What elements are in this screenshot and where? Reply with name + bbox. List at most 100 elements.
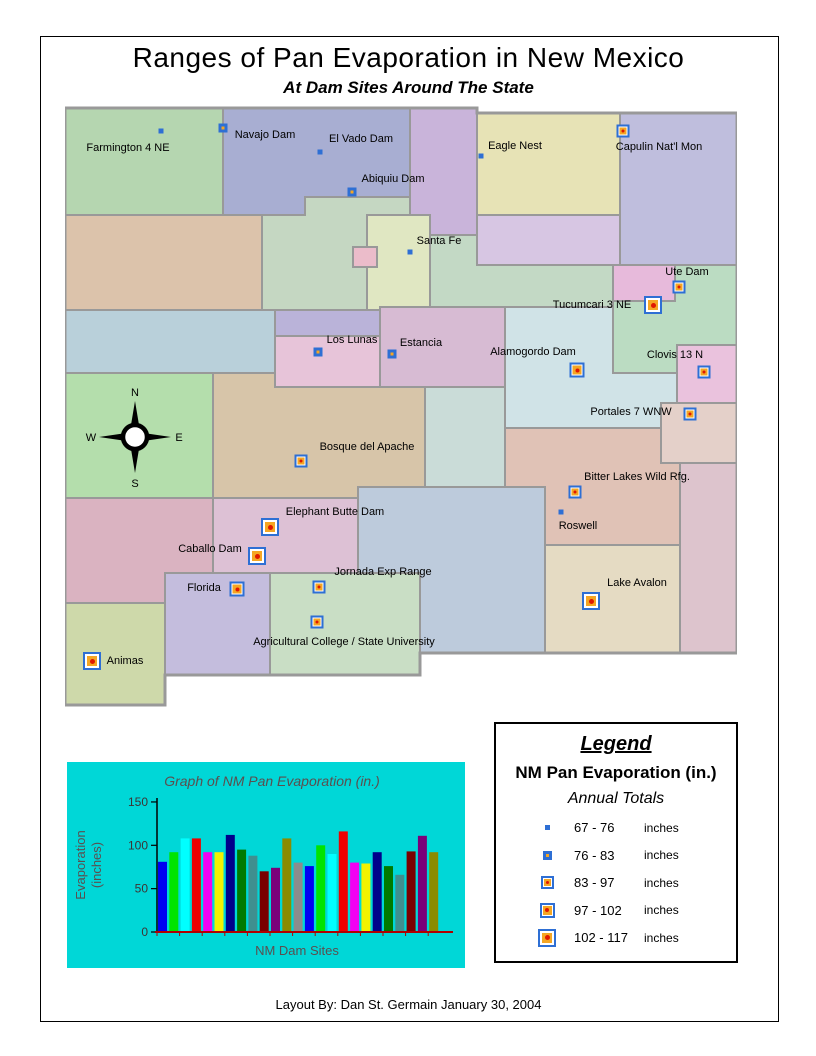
county-hidalgo	[65, 602, 166, 706]
dam-site-label: Alamogordo Dam	[490, 346, 576, 358]
chart-ylabel-line2: (inches)	[89, 842, 104, 888]
legend-row: 83 - 97 inches	[496, 869, 736, 897]
dam-site-marker	[248, 547, 266, 565]
dam-site-label: Navajo Dam	[234, 129, 296, 141]
legend-unit-label: inches	[644, 820, 679, 835]
dam-site-marker	[218, 123, 228, 133]
chart-bar	[395, 874, 405, 932]
dam-site-marker	[697, 365, 711, 379]
chart-xlabel: NM Dam Sites	[255, 943, 339, 958]
chart-bar	[214, 852, 224, 932]
legend-title: Legend	[580, 733, 652, 755]
legend-range-label: 97 - 102	[574, 902, 622, 918]
county-cibola	[65, 309, 276, 374]
chart-bar	[293, 862, 303, 932]
legend-range-label: 83 - 97	[574, 875, 615, 891]
chart-bar	[248, 855, 258, 932]
county-mckinley	[65, 214, 263, 311]
dam-site-label: Tucumcari 3 NE	[552, 299, 632, 311]
county-regions	[65, 107, 737, 706]
legend-unit-label: inches	[644, 903, 679, 918]
dam-site-marker	[582, 592, 600, 610]
compass-north-needle	[131, 401, 139, 425]
chart-bar	[158, 861, 167, 932]
chart-bar	[304, 866, 314, 932]
dam-site-marker	[616, 124, 630, 138]
chart-bar	[191, 838, 201, 932]
county-torrance	[379, 306, 506, 388]
legend-range-label: 67 - 76	[574, 820, 615, 836]
dam-site-marker	[387, 349, 397, 359]
county-colfax	[476, 112, 621, 216]
legend-rows: 67 - 76 inches 76 - 83 inches 83 - 97 inches 9…	[496, 814, 736, 952]
chart-background	[67, 762, 465, 968]
compass-label-w: W	[86, 432, 97, 444]
dam-site-label: Agricultural College / State University	[253, 636, 435, 648]
compass-south-needle	[131, 449, 139, 473]
county-san-juan	[65, 107, 224, 216]
pan-evaporation-chart-svg: Graph of NM Pan Evaporation (in.) Evapor…	[67, 762, 465, 968]
compass-label-n: N	[131, 387, 139, 399]
dam-site-marker	[347, 187, 357, 197]
range-class-2-marker-icon	[542, 850, 552, 860]
dam-site-label: Jornada Exp Range	[334, 566, 432, 578]
dam-site-marker	[407, 249, 413, 255]
dam-site-label: Farmington 4 NE	[86, 142, 170, 154]
dam-site-label: Estancia	[399, 337, 443, 349]
dam-site-label: Ute Dam	[665, 266, 709, 278]
compass-west-needle	[99, 433, 123, 441]
chart-bar	[203, 852, 213, 932]
chart-ytick-label: 50	[135, 882, 149, 896]
county-lincoln	[424, 386, 506, 488]
dam-site-label: El Vado Dam	[329, 133, 393, 145]
legend-range-label: 76 - 83	[574, 847, 615, 863]
chart-bar	[180, 838, 190, 932]
legend-row: 76 - 83 inches	[496, 842, 736, 870]
legend-row: 67 - 76 inches	[496, 814, 736, 842]
dam-site-label: Santa Fe	[416, 235, 462, 247]
legend-subheading: Annual Totals	[567, 790, 665, 807]
legend-box: Legend NM Pan Evaporation (in.) Annual T…	[494, 722, 738, 963]
page-subtitle: At Dam Sites Around The State	[283, 78, 534, 97]
chart-bars	[158, 831, 439, 932]
range-class-5-marker-icon	[538, 928, 556, 947]
dam-site-marker	[644, 296, 662, 314]
chart-bar	[237, 849, 247, 932]
county-mora	[476, 214, 621, 266]
chart-bar	[169, 852, 179, 932]
county-lea	[679, 462, 737, 654]
legend-heading: NM Pan Evaporation (in.)	[515, 763, 717, 782]
dam-site-label: Portales 7 WNW	[590, 406, 672, 418]
new-mexico-map: N S W E Farmington 4 NE Navajo Dam El Vado…	[65, 105, 737, 712]
chart-bar	[271, 867, 280, 932]
dam-site-marker	[310, 615, 324, 629]
range-class-1-marker-icon	[544, 825, 550, 831]
dam-site-label: Los Lunas	[326, 334, 378, 346]
page-title: Ranges of Pan Evaporation in New Mexico	[132, 42, 685, 73]
chart-bar	[259, 871, 269, 932]
dam-site-label: Roswell	[558, 520, 598, 532]
dam-site-marker	[558, 509, 564, 515]
chart-ylabel-line1: Evaporation	[73, 830, 88, 899]
dam-site-marker	[83, 652, 101, 670]
chart-bar	[406, 851, 416, 932]
evaporation-chart: Graph of NM Pan Evaporation (in.) Evapor…	[67, 762, 465, 968]
chart-bar	[372, 852, 382, 932]
dam-site-marker	[294, 454, 308, 468]
dam-site-label: Capulin Nat'l Mon	[615, 141, 703, 153]
compass-label-e: E	[175, 432, 182, 444]
chart-ytick-label: 100	[128, 838, 148, 852]
chart-bar	[429, 852, 439, 932]
chart-bar	[417, 835, 427, 932]
dam-site-label: Bitter Lakes Wild Rfg.	[584, 471, 690, 483]
dam-site-label: Lake Avalon	[607, 577, 667, 589]
dam-site-marker	[569, 362, 585, 378]
footer-credit: Layout By: Dan St. Germain January 30, 2…	[275, 997, 542, 1012]
legend-row: 102 - 117 inches	[496, 924, 736, 952]
county-los-alamos	[352, 246, 378, 268]
compass-label-s: S	[131, 478, 138, 490]
dam-site-label: Animas	[106, 655, 144, 667]
compass-ring	[120, 422, 150, 452]
county-bernalillo	[274, 309, 381, 337]
county-map-svg: N S W E	[65, 106, 737, 707]
